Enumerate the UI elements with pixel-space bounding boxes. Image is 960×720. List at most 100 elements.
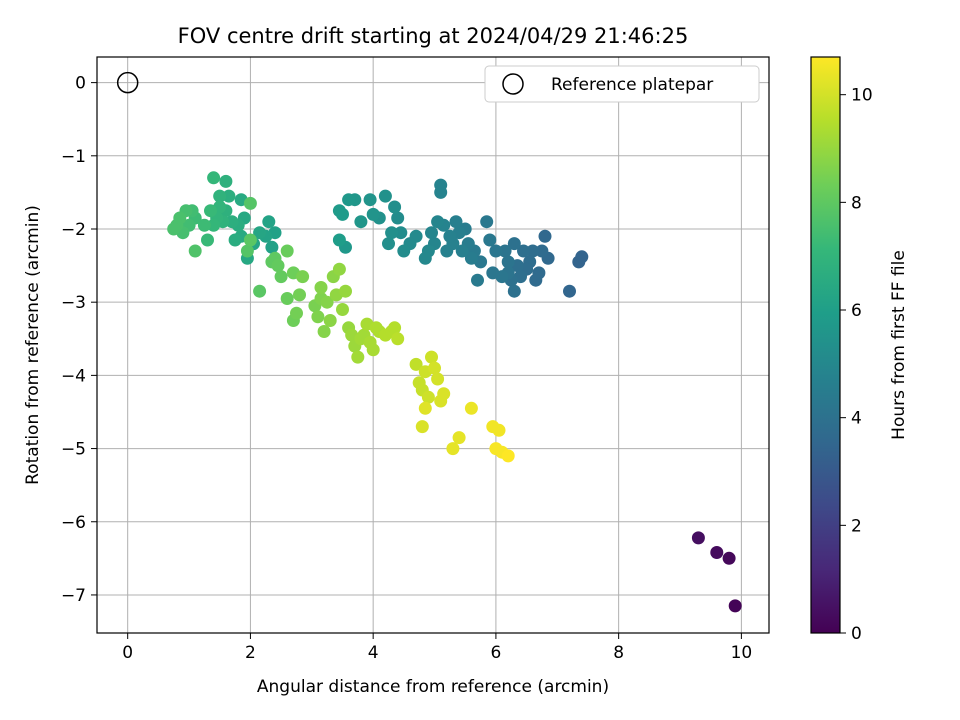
- scatter-point: [437, 387, 451, 401]
- scatter-point: [204, 204, 217, 218]
- reference-marker: [116, 71, 139, 94]
- scatter-point: [529, 273, 543, 287]
- scatter-point: [449, 215, 463, 229]
- scatter-point: [363, 193, 377, 207]
- scatter-point: [253, 284, 267, 298]
- scatter-point: [354, 215, 368, 229]
- x-tick-label: 4: [368, 643, 379, 663]
- scatter-point: [431, 215, 445, 229]
- scatter-point: [243, 196, 257, 210]
- x-axis-label: Angular distance from reference (arcmin): [257, 677, 609, 697]
- scatter-point: [342, 193, 356, 207]
- scatter-point: [483, 233, 497, 247]
- scatter-point: [455, 244, 469, 258]
- y-tick-label: −2: [61, 220, 86, 240]
- colorbar-ticks: 0 2 4 6 8 10: [840, 86, 873, 644]
- scatter-point: [498, 244, 512, 258]
- scatter-point: [366, 343, 380, 357]
- scatter-point: [351, 350, 365, 364]
- scatter-point: [471, 273, 484, 287]
- scatter-point: [397, 244, 411, 258]
- scatter-point: [415, 420, 429, 434]
- scatter-point: [409, 357, 423, 371]
- y-axis-ticks: 0 −1 −2 −3 −4 −5 −6 −7: [61, 74, 97, 606]
- scatter-point: [507, 284, 521, 298]
- y-tick-label: −5: [61, 440, 86, 460]
- scatter-point: [538, 229, 552, 243]
- scatter-point: [311, 310, 325, 324]
- legend-label: Reference platepar: [551, 75, 713, 95]
- colorbar-tick-label: 4: [851, 409, 862, 429]
- scatter-point: [336, 303, 349, 316]
- scatter-point: [201, 233, 214, 247]
- colorbar-tick-label: 10: [851, 86, 873, 106]
- scatter-point: [323, 314, 337, 327]
- scatter-point: [271, 259, 285, 273]
- scatter-point: [575, 250, 589, 264]
- scatter-point: [280, 244, 294, 258]
- x-tick-label: 0: [122, 643, 133, 663]
- scatter-point: [219, 174, 233, 188]
- x-tick-label: 8: [613, 643, 624, 663]
- scatter-point: [517, 244, 530, 258]
- scatter-point: [464, 401, 478, 415]
- scatter-point: [710, 546, 724, 559]
- colorbar-tick-label: 2: [851, 516, 862, 536]
- x-axis-ticks: 0 2 4 6 8 10: [122, 633, 752, 663]
- chart-title: FOV centre drift starting at 2024/04/29 …: [178, 24, 689, 48]
- scatter-point: [339, 284, 352, 298]
- colorbar: 0 2 4 6 8 10 Hours from first FF file: [810, 56, 909, 644]
- reference-platepar-marker: [116, 71, 139, 94]
- scatter-point: [452, 431, 466, 445]
- colorbar-tick-label: 0: [851, 624, 862, 644]
- scatter-point: [207, 171, 221, 185]
- scatter-point: [167, 222, 181, 236]
- legend: Reference platepar: [484, 65, 760, 103]
- scatter-point: [293, 288, 306, 302]
- scatter-point: [274, 270, 288, 284]
- scatter-point: [691, 531, 705, 545]
- scatter-point: [388, 321, 402, 335]
- scatter-point: [265, 240, 279, 254]
- scatter-point: [280, 292, 294, 305]
- x-tick-label: 10: [731, 643, 753, 663]
- scatter-point: [418, 251, 432, 265]
- plot-frame: [96, 56, 770, 634]
- scatter-point: [507, 237, 521, 251]
- scatter-point: [391, 332, 405, 346]
- scatter-point: [290, 306, 303, 320]
- scatter-point: [535, 244, 549, 258]
- scatter-point: [434, 178, 448, 192]
- y-tick-label: 0: [75, 74, 86, 94]
- scatter-point: [464, 251, 478, 265]
- scatter-point: [262, 215, 276, 229]
- y-tick-label: −6: [61, 513, 86, 533]
- scatter-point: [728, 599, 742, 613]
- scatter-point: [320, 295, 334, 309]
- scatter-point: [501, 255, 515, 269]
- scatter-point: [428, 361, 441, 375]
- scatter-point: [243, 233, 257, 247]
- scatter-point: [388, 200, 402, 214]
- scatter-point: [197, 218, 211, 232]
- scatter-point: [501, 449, 515, 463]
- scatter-point: [446, 442, 460, 456]
- scatter-point: [225, 215, 239, 229]
- scatter-point: [480, 215, 494, 229]
- grid: [97, 57, 769, 633]
- colorbar-label: Hours from first FF file: [889, 250, 909, 440]
- scatter-point: [421, 390, 435, 404]
- scatter-point: [492, 423, 506, 437]
- scatter-point: [431, 372, 445, 386]
- scatter-point: [314, 281, 328, 294]
- legend-box: [484, 65, 760, 103]
- colorbar-tick-label: 8: [851, 193, 862, 213]
- scatter-point: [563, 284, 576, 298]
- scatter-point: [382, 237, 395, 251]
- scatter-point: [317, 325, 331, 338]
- colorbar-gradient: [810, 56, 841, 634]
- y-tick-label: −4: [61, 366, 86, 386]
- scatter-point: [228, 233, 242, 247]
- scatter-point: [378, 189, 392, 203]
